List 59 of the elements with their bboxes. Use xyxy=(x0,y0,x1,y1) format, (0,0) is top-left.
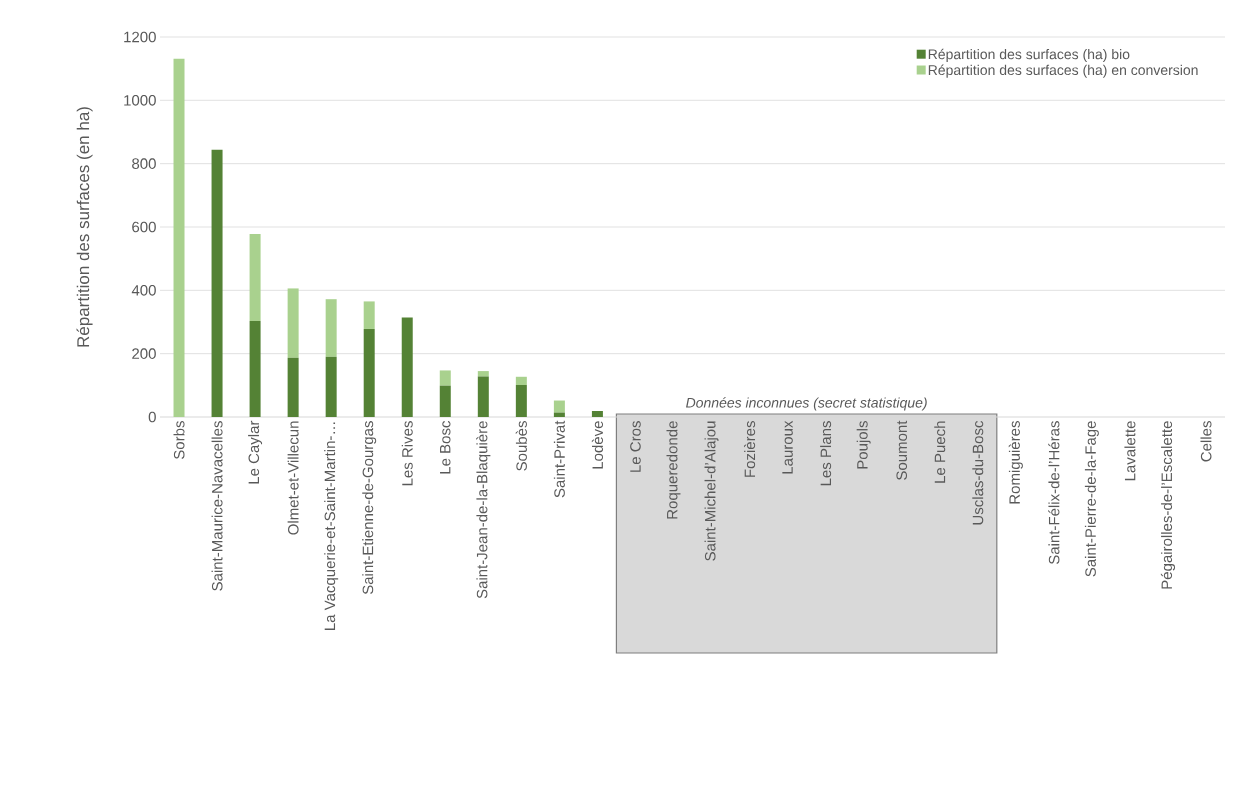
y-tick-label: 1000 xyxy=(124,95,156,106)
bar xyxy=(477,376,489,417)
bar xyxy=(211,149,223,417)
bar xyxy=(439,385,451,417)
x-tick-label: Saint-Maurice-Navacelles xyxy=(211,421,223,591)
x-tick-label: Lodève xyxy=(591,421,604,469)
bar xyxy=(439,370,451,386)
bar xyxy=(173,58,185,417)
x-tick-label: Soubès xyxy=(515,421,527,471)
bar xyxy=(325,356,337,417)
x-tick-label: Le Bosc xyxy=(440,420,451,474)
bar xyxy=(325,299,337,357)
x-tick-label: Lauroux xyxy=(782,420,793,474)
bar xyxy=(287,288,299,358)
y-tick-label: 200 xyxy=(132,348,156,359)
x-tick-label: Les Rives xyxy=(401,421,413,486)
x-tick-label: Poujols xyxy=(856,421,871,469)
x-tick-label: Saint-Privat xyxy=(553,420,565,498)
bar xyxy=(249,233,261,322)
x-tick-label: Usclas-du-Bosc xyxy=(972,420,984,525)
bar xyxy=(249,321,261,417)
x-tick-label: Saint-Jean-de-la-Blaquière xyxy=(476,421,491,599)
x-tick-label: Le Caylar xyxy=(248,420,263,484)
bar xyxy=(553,412,565,417)
bar xyxy=(477,371,489,377)
bar xyxy=(287,357,299,417)
x-tick-label: Saint-Pierre-de-la-Fage xyxy=(1084,421,1099,577)
y-tick-label: 1200 xyxy=(124,31,156,43)
x-tick-label: Roqueredonde xyxy=(666,421,681,519)
x-tick-label: Le Puech xyxy=(934,421,946,483)
x-tick-label: Celles xyxy=(1200,421,1212,462)
x-tick-label: Pégairolles-de-l’Escalette xyxy=(1160,421,1176,589)
x-tick-label: Olmet-et-Villecun xyxy=(287,421,299,535)
y-tick-label: 400 xyxy=(131,285,156,296)
x-tick-label: La Vacquerie-et-Saint-Martin-… xyxy=(324,422,339,630)
bar xyxy=(515,385,527,417)
bar xyxy=(591,410,603,417)
x-tick-label: Soumont xyxy=(896,420,908,480)
y-axis-title: Répartition des surfaces (en ha) xyxy=(76,107,93,347)
x-tick-label: Saint-Félix-de-l’Héras xyxy=(1048,421,1060,565)
annotation: Données inconnues (secret statistique) xyxy=(686,397,927,411)
x-tick-label: Sorbs xyxy=(173,421,185,460)
x-tick-label: Saint-Michel-d’Alajou xyxy=(704,421,719,561)
bar xyxy=(553,400,565,413)
x-tick-label: Lavalette xyxy=(1124,421,1136,481)
bar xyxy=(515,376,527,386)
bar xyxy=(363,301,375,329)
x-tick-label: Saint-Etienne-de-Gourgas xyxy=(362,421,377,595)
x-tick-label: Les Plans xyxy=(820,421,832,486)
x-tick-label: Fozières xyxy=(743,421,756,477)
y-tick-label: 0 xyxy=(148,411,156,423)
y-tick-label: 600 xyxy=(132,221,156,233)
x-tick-label: Romiguières xyxy=(1008,421,1023,504)
bar xyxy=(401,317,413,417)
legend-label: Répartition des surfaces (ha) bio xyxy=(928,48,1130,63)
legend-label: Répartition des surfaces (ha) en conversion xyxy=(928,64,1198,78)
y-tick-label: 800 xyxy=(132,158,156,169)
bar xyxy=(363,328,375,417)
x-tick-label: Le Cros xyxy=(630,421,641,472)
